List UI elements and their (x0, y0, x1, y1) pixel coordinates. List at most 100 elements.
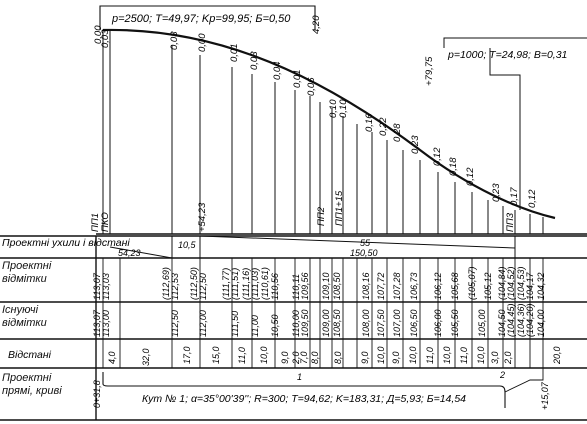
distance: 8,0 (310, 351, 320, 364)
curve-marker-2: 2 (499, 370, 505, 380)
ordinate-value: 0,12 (527, 189, 538, 208)
label-pk-5423: +54,23 (197, 202, 208, 232)
design-elev: (104,52) (506, 266, 516, 300)
existing-elev: 10,50 (270, 314, 280, 337)
grade-seg2-length: 10,5 (178, 240, 197, 250)
design-elev: 113,07 (92, 272, 102, 300)
ordinate-value: 0,12 (465, 167, 476, 186)
design-elev: 110,11 (291, 274, 301, 300)
design-elev: (105,07) (467, 266, 477, 300)
existing-elev: 113,00 (101, 310, 111, 337)
design-elev: (111,77) (221, 268, 231, 300)
ordinate-value: 0,28 (392, 123, 403, 142)
distance: 11,0 (237, 347, 247, 364)
distance: 9,0 (280, 351, 290, 364)
ordinate-value: 0,03 (169, 31, 180, 50)
design-elev: 106,73 (409, 272, 419, 300)
design-elev: (104,84) (497, 266, 507, 300)
distance: 17,0 (182, 346, 192, 364)
design-elev: (110,61) (260, 267, 270, 300)
curve-row (102, 368, 544, 408)
distance: 10,0 (442, 346, 452, 364)
ordinate-value: 0,10 (338, 99, 349, 118)
existing-elev: 111,50 (230, 311, 240, 337)
design-elev: 112,53 (170, 273, 180, 300)
ordinate-value: 0,01 (292, 70, 303, 89)
grade-seg3-grade: 55 (360, 238, 371, 248)
existing-elev: 105,50 (450, 309, 460, 337)
row-label-lines-wrap: Проектні прямі, криві (2, 372, 62, 397)
design-elev: 105,12 (483, 272, 493, 300)
label-pp2: ПП2 (316, 206, 327, 226)
end-value: 4,20 (311, 15, 322, 34)
row-label-grades: Проектні ухили і відстані (2, 237, 130, 249)
curve-label-top: p=2500; T=49,97; Kp=99,95; Б=0,50 (111, 13, 291, 25)
existing-elev: 104,00 (536, 309, 546, 337)
existing-elev: (104,36) (516, 303, 526, 337)
existing-elev: 11,00 (250, 315, 260, 337)
row-label-distances: Відстані (8, 349, 52, 361)
design-elev: 105,68 (450, 272, 460, 300)
existing-elev: 107,50 (376, 309, 386, 337)
right-elevation: +79,75 (424, 56, 435, 86)
ordinate-value: 0,23 (410, 135, 421, 154)
existing-elev: 107,00 (392, 309, 402, 337)
row-label-lines: Проектні прямі, криві (2, 372, 62, 397)
design-elev: (104,53) (516, 266, 526, 300)
label-pp3: ПП3 (505, 212, 516, 232)
design-elev: (111,51) (230, 268, 240, 300)
grade-seg1-length: 54,23 (118, 248, 141, 258)
distance: 10,0 (408, 346, 418, 364)
label-pp1: ПП1 (90, 213, 101, 232)
distance: 11,0 (425, 347, 435, 364)
ordinate-value: 0,22 (378, 117, 389, 136)
existing-elev: 104,50 (497, 309, 507, 337)
distance: 20,0 (552, 346, 562, 365)
existing-elev: 105,00 (477, 309, 487, 337)
design-elev: 109,56 (300, 272, 310, 300)
existing-elev: 108,00 (361, 309, 371, 337)
profile-lines (96, 5, 587, 235)
distance: 10,0 (259, 346, 269, 364)
point-labels: ПП1 ПКО +54,23 ПП2 ПП1+15 ПП3 (90, 190, 516, 232)
design-elev: 108,50 (332, 272, 342, 300)
design-elev: (112,69) (161, 267, 171, 300)
design-elev: 106,12 (433, 272, 443, 300)
distance: 11,0 (459, 347, 469, 364)
curve-marker-1: 1 (297, 372, 302, 382)
table-grid (102, 258, 544, 368)
distance: 3,0 (490, 351, 500, 364)
existing-elev: 112,00 (198, 310, 208, 337)
existing-elev: (104,20) (525, 303, 535, 337)
existing-elev: 112,50 (170, 310, 180, 337)
ordinate-value: 0,06 (306, 77, 317, 96)
existing-elev: 109,50 (300, 309, 310, 337)
design-elev: 110,56 (270, 273, 280, 300)
ordinate-value: 0,01 (229, 44, 240, 63)
distance: 7,0 (299, 351, 309, 364)
ordinate-value: 0,18 (448, 157, 459, 176)
ordinate-value: 0,03 (100, 29, 111, 48)
distance: 2,0 (503, 351, 513, 365)
ordinate-value: 0,23 (491, 183, 502, 202)
curve-info-text: Кут № 1; α=35°00'39''; R=300; T=94,62; K… (142, 393, 466, 405)
distance: 4,0 (107, 351, 117, 364)
ordinate-value: 0,16 (364, 113, 375, 132)
distance: 2,0 (291, 351, 301, 365)
design-elev: 108,16 (361, 272, 371, 300)
ordinate-value: 0,17 (509, 187, 520, 206)
ordinate-value: 0,12 (432, 147, 443, 166)
row-label-design: Проектні відмітки (2, 260, 52, 285)
curve-start: 0+31,8 (92, 380, 102, 408)
label-pko: ПКО (100, 212, 111, 232)
right-curve-label: p=1000; T=24,98; B=0,31 (447, 49, 567, 61)
distance: 15,0 (211, 346, 221, 364)
distance: 10,0 (476, 346, 486, 364)
existing-elev: 106,00 (433, 309, 443, 337)
existing-elev: 106,50 (409, 309, 419, 337)
row-label-existing-wrap: Існуючі відмітки (2, 304, 47, 329)
distance: 8,0 (333, 351, 343, 364)
design-elev: 104,17 (525, 271, 535, 300)
design-elev: 112,50 (198, 273, 208, 300)
